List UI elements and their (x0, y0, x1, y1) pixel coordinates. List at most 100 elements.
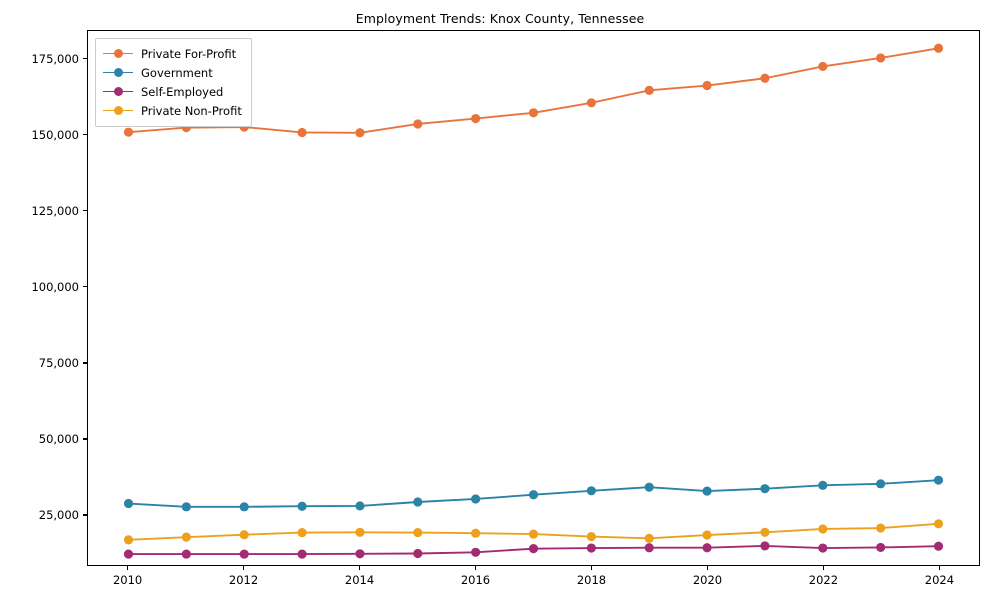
legend-label: Private For-Profit (141, 46, 237, 61)
x-axis-tick-label: 2020 (692, 573, 723, 587)
x-axis-tick-label: 2022 (808, 573, 839, 587)
legend-label: Government (141, 65, 213, 80)
x-axis-tick-label: 2016 (460, 573, 491, 587)
x-axis-tick-mark (590, 566, 593, 570)
series-government (123, 475, 944, 512)
data-point (760, 484, 770, 494)
data-point (355, 128, 365, 138)
y-axis-tick-mark (83, 438, 87, 440)
data-point (933, 475, 944, 485)
data-point (528, 544, 539, 554)
data-point (876, 479, 886, 489)
x-axis-tick-label: 2018 (576, 573, 607, 587)
data-point (876, 523, 886, 533)
x-axis-tick-label: 2024 (924, 573, 955, 587)
x-axis-tick-mark (822, 566, 825, 570)
data-point (413, 548, 423, 559)
plot-area (87, 30, 980, 566)
data-point (586, 531, 596, 542)
data-point (413, 528, 423, 538)
data-point (413, 497, 423, 507)
y-axis-tick-label: 125,000 (31, 203, 79, 218)
legend-item[interactable]: Government (103, 63, 242, 82)
legend-swatch-icon (103, 105, 133, 117)
data-point (355, 501, 365, 511)
data-point (297, 528, 307, 538)
data-point (818, 61, 828, 72)
data-point (933, 43, 944, 53)
y-axis-tick-mark (83, 362, 87, 364)
data-point (818, 524, 828, 534)
series-private-non-profit (123, 519, 944, 545)
data-point (702, 543, 712, 553)
legend-label: Private Non-Profit (141, 103, 242, 118)
legend-item[interactable]: Private Non-Profit (103, 101, 242, 120)
data-point (586, 98, 596, 108)
data-point (644, 482, 654, 492)
x-axis-tick-mark (358, 566, 361, 570)
data-point (123, 549, 134, 559)
legend-item[interactable]: Self-Employed (103, 82, 242, 101)
legend-marker-icon (113, 105, 123, 116)
x-axis-tick-label: 2010 (112, 573, 143, 587)
data-point (528, 490, 539, 500)
y-axis-tick-label: 100,000 (31, 279, 79, 294)
y-axis-tick-mark (83, 210, 87, 212)
legend-swatch-icon (103, 86, 133, 98)
data-point (297, 549, 307, 559)
y-axis-tick-label: 75,000 (38, 355, 79, 370)
data-point (239, 530, 249, 540)
data-point (181, 502, 191, 512)
data-point (702, 530, 712, 540)
data-point (471, 113, 481, 124)
data-point (876, 53, 886, 63)
data-point (586, 486, 596, 496)
x-axis-tick-label: 2012 (228, 573, 259, 587)
data-point (239, 502, 249, 512)
data-point (355, 549, 365, 559)
y-axis-tick-label: 150,000 (31, 127, 79, 142)
data-point (471, 528, 481, 538)
y-axis-tick-mark (83, 286, 87, 288)
chart-title: Employment Trends: Knox County, Tennesse… (355, 11, 645, 26)
data-point (355, 527, 365, 537)
chart-legend: Private For-Profit Government Self-Employe… (95, 38, 252, 127)
data-point (644, 85, 654, 95)
y-axis-tick-label: 25,000 (38, 507, 79, 522)
legend-item[interactable]: Private For-Profit (103, 44, 242, 63)
data-point (760, 73, 770, 83)
legend-marker-icon (113, 86, 123, 97)
y-axis-tick-label: 175,000 (31, 51, 79, 66)
series-self-employed (123, 541, 944, 559)
data-point (297, 127, 307, 138)
data-point (181, 532, 191, 542)
data-point (644, 543, 654, 553)
x-axis-tick-mark (242, 566, 245, 570)
data-point (760, 527, 770, 537)
x-axis-tick-mark (938, 566, 940, 570)
data-point (123, 535, 134, 545)
data-point (933, 541, 944, 551)
data-point (818, 543, 828, 553)
x-axis-tick-label: 2014 (344, 573, 375, 587)
x-axis-tick-mark (474, 566, 477, 570)
legend-swatch-icon (103, 48, 133, 60)
y-axis-tick-mark (83, 58, 87, 60)
data-point (528, 108, 539, 118)
data-point (760, 541, 770, 551)
plot-lines (123, 43, 944, 559)
data-point (876, 542, 886, 553)
legend-marker-icon (113, 67, 123, 78)
data-point (239, 549, 249, 559)
series-private-for-profit (123, 43, 944, 138)
data-point (818, 480, 828, 490)
data-point (123, 127, 134, 137)
y-axis-tick-mark (83, 514, 87, 516)
data-point (644, 533, 654, 543)
data-point (933, 519, 944, 529)
x-axis-tick-mark (706, 566, 709, 570)
data-point (181, 549, 191, 559)
data-point (702, 80, 712, 91)
legend-label: Self-Employed (141, 84, 224, 99)
